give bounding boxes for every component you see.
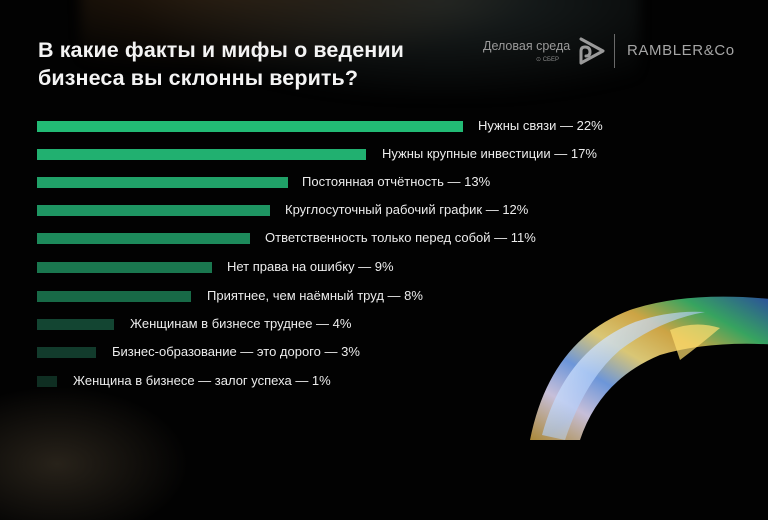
rambler-logo-text: RAMBLER&Co <box>627 42 735 59</box>
bar <box>37 121 463 132</box>
bar <box>37 233 250 244</box>
bar-label: Круглосуточный рабочий график — 12% <box>285 202 529 217</box>
delovaya-sreda-logo-text: Деловая среда <box>483 39 571 53</box>
bar <box>37 149 366 160</box>
bar-label: Нужны крупные инвестиции — 17% <box>382 146 597 161</box>
bar <box>37 291 191 302</box>
bar <box>37 319 114 330</box>
bar-label: Приятнее, чем наёмный труд — 8% <box>207 288 423 303</box>
background-glow-top <box>80 0 640 100</box>
iridescent-bubble-decoration <box>530 296 768 440</box>
sber-logo-text: ⊙ СБЕР <box>536 57 559 63</box>
play-arrow-logo-icon <box>579 37 605 65</box>
bar-label: Нет права на ошибку — 9% <box>227 259 394 274</box>
page-title: В какие факты и мифы о ведении бизнеса в… <box>38 38 405 90</box>
bar <box>37 262 212 273</box>
bar-label: Женщинам в бизнесе труднее — 4% <box>130 316 352 331</box>
bar <box>37 376 57 387</box>
bar-label: Нужны связи — 22% <box>478 118 603 133</box>
bar-label: Постоянная отчётность — 13% <box>302 174 491 189</box>
bar <box>37 205 270 216</box>
bar <box>37 177 288 188</box>
horizontal-bar-chart: Нужны связи — 22% Нужны крупные инвестиц… <box>37 118 603 388</box>
logo-divider <box>614 34 615 68</box>
bar <box>37 347 96 358</box>
bar-label: Бизнес-образование — это дорого — 3% <box>112 344 360 359</box>
bar-label: Женщина в бизнесе — залог успеха — 1% <box>73 373 331 388</box>
bar-label: Ответственность только перед собой — 11% <box>265 230 536 245</box>
